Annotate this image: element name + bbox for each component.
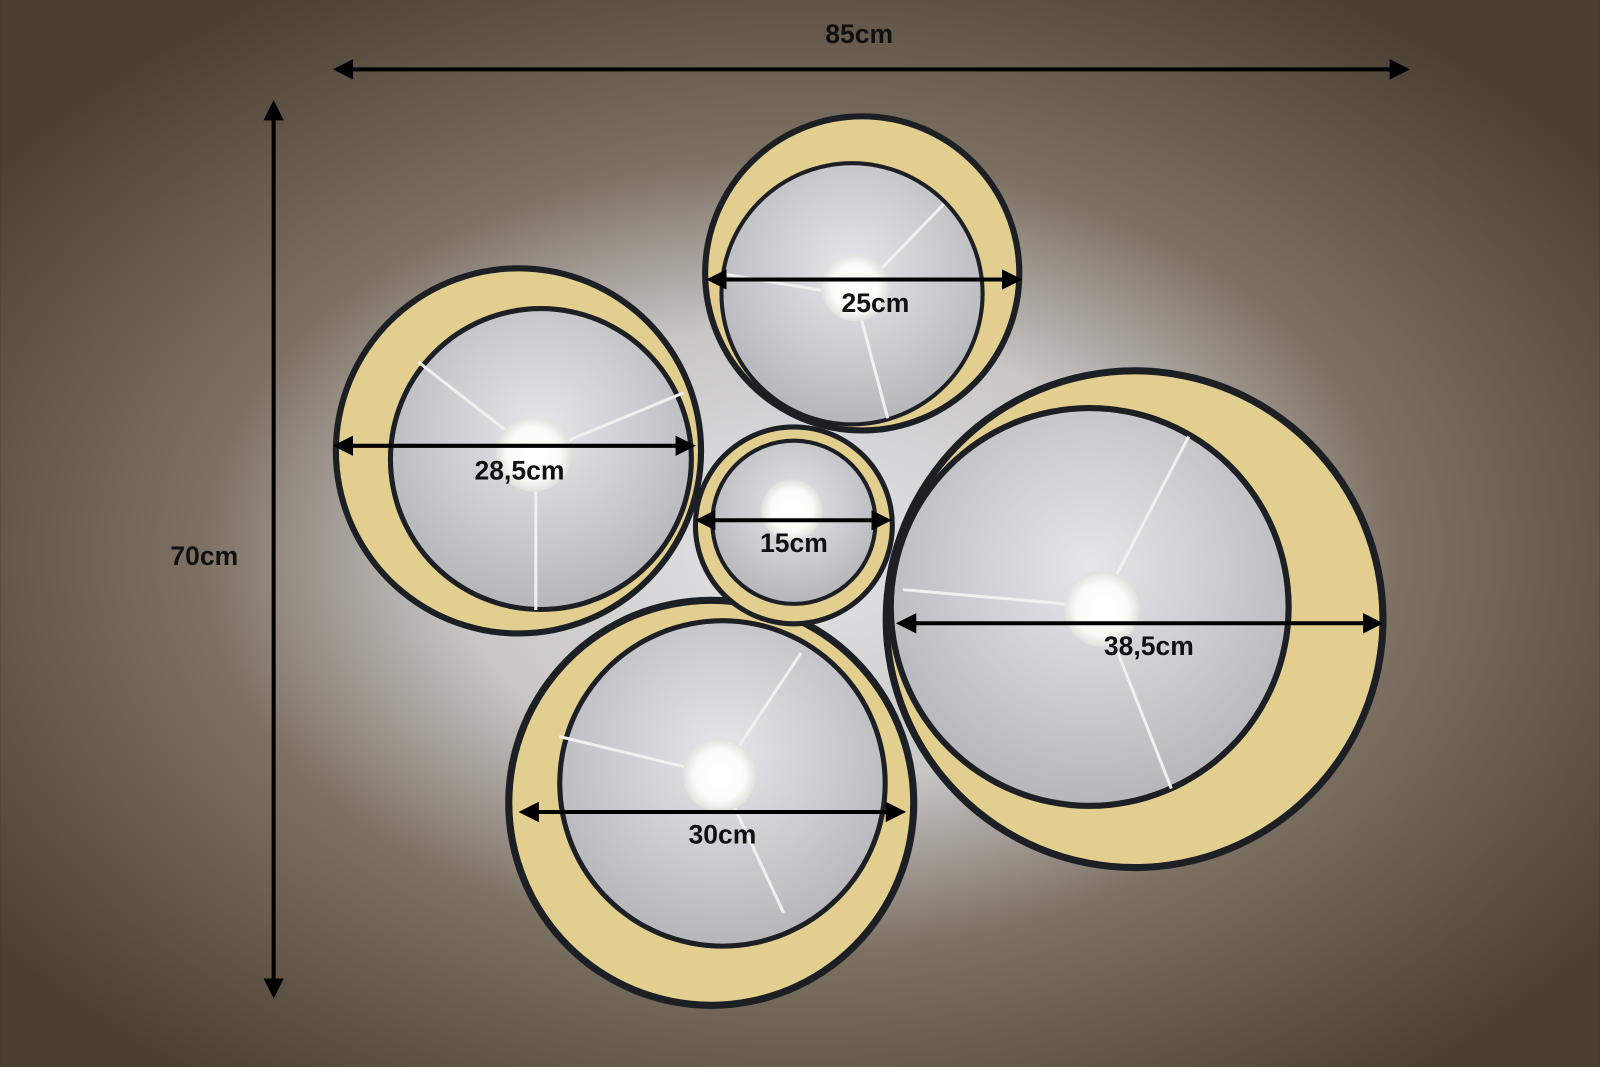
bulb-icon: [682, 738, 757, 812]
height-label: 70cm: [170, 541, 238, 571]
shade-right: [882, 367, 1387, 872]
shade-left: [332, 265, 705, 637]
shade-top: [702, 113, 1023, 434]
center-diameter-label: 15cm: [760, 528, 828, 558]
bottom-diameter-label: 30cm: [689, 820, 757, 850]
shade-bottom: [505, 596, 918, 1009]
dimension-arrows: [263, 59, 1411, 999]
top-diameter-label: 25cm: [842, 288, 910, 318]
width-label: 85cm: [825, 19, 893, 49]
left-diameter-label: 28,5cm: [475, 455, 565, 485]
right-diameter-label: 38,5cm: [1104, 631, 1194, 661]
shade-center: [692, 424, 895, 627]
